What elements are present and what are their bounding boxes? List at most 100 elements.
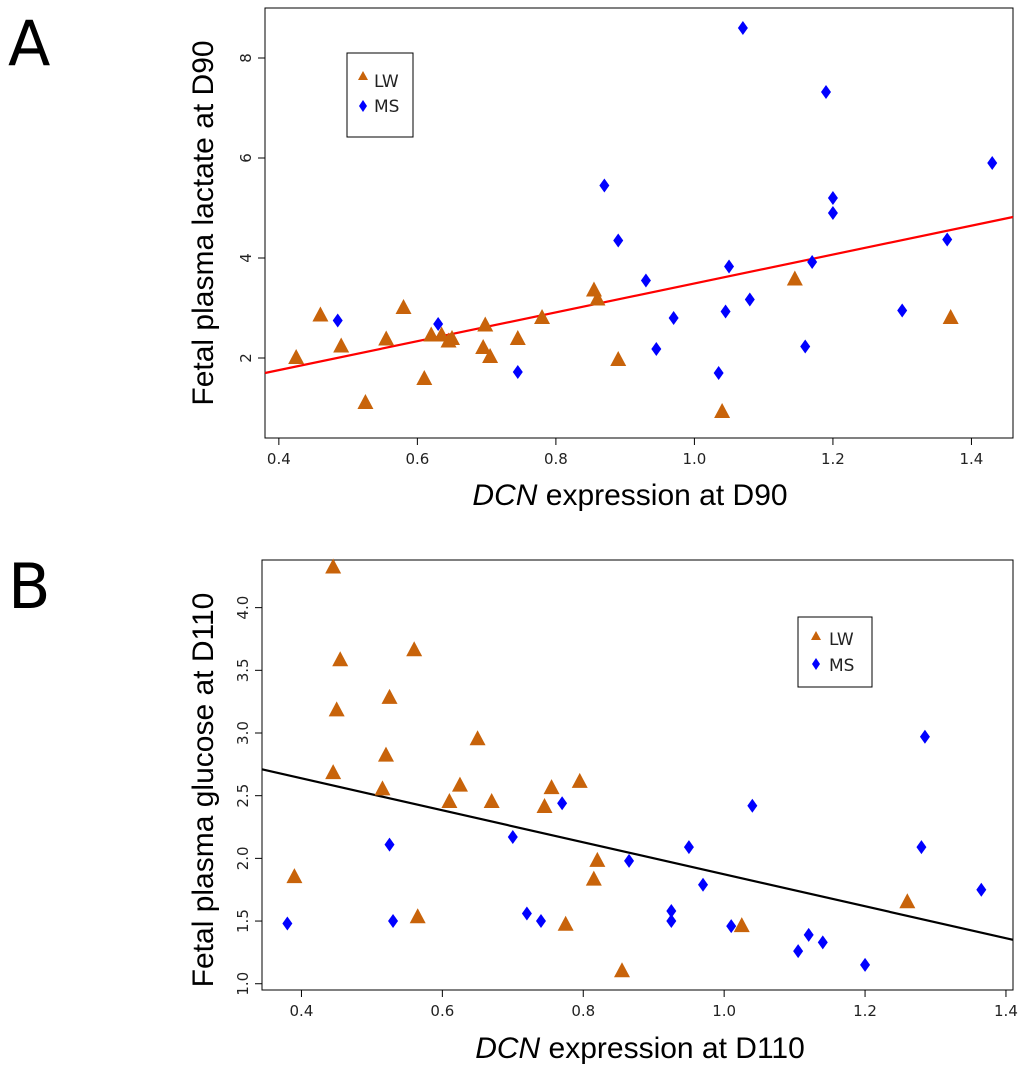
point-lw bbox=[482, 348, 499, 363]
point-lw bbox=[469, 730, 486, 746]
point-ms bbox=[521, 906, 532, 921]
legend-label-lw-b: LW bbox=[829, 630, 854, 650]
point-ms bbox=[698, 877, 709, 892]
chart-a: A 0.4 0.6 0.8 1.0 1.2 1.4 2 4 6 8 LW MS Fetal pla… bbox=[8, 7, 1014, 512]
panel-label-b: B bbox=[8, 550, 51, 623]
point-ms bbox=[827, 191, 838, 205]
x-tick-label: 0.8 bbox=[571, 1002, 595, 1020]
x-axis-label-gene-b: DCN bbox=[475, 1032, 540, 1065]
point-ms bbox=[897, 303, 908, 318]
point-ms bbox=[827, 206, 838, 220]
x-tick-label: 1.0 bbox=[682, 450, 706, 468]
point-ms bbox=[384, 837, 395, 852]
point-lw bbox=[536, 797, 553, 813]
point-ms bbox=[919, 729, 930, 744]
y-tick-label: 3.0 bbox=[234, 721, 252, 745]
panel-label-a: A bbox=[8, 7, 50, 80]
point-ms bbox=[976, 882, 987, 897]
point-ms bbox=[666, 904, 677, 919]
point-lw bbox=[786, 270, 803, 286]
y-tick-label: 2 bbox=[237, 353, 255, 363]
point-ms bbox=[807, 255, 818, 269]
x-tick-label: 1.0 bbox=[712, 1002, 736, 1020]
point-ms bbox=[821, 85, 831, 99]
x-tick-label: 0.4 bbox=[267, 450, 291, 468]
point-lw bbox=[557, 915, 574, 931]
point-ms bbox=[613, 233, 624, 248]
point-lw bbox=[325, 558, 342, 574]
point-lw bbox=[374, 780, 391, 796]
point-lw bbox=[543, 779, 560, 795]
point-lw bbox=[416, 370, 433, 385]
y-tick-label: 8 bbox=[237, 53, 255, 63]
x-axis-label-b: DCN expression at D110 bbox=[475, 1032, 805, 1065]
legend-label-ms-a: MS bbox=[374, 97, 399, 117]
point-ms bbox=[942, 232, 953, 247]
y-tick-label: 2.0 bbox=[234, 846, 252, 870]
legend-marker-ms-a bbox=[359, 100, 367, 112]
point-lw bbox=[328, 701, 345, 717]
x-tick-label: 1.2 bbox=[821, 450, 845, 468]
plot-frame-a bbox=[264, 7, 1014, 439]
x-tick-label: 1.4 bbox=[960, 450, 984, 468]
point-lw bbox=[409, 908, 426, 924]
point-lw bbox=[614, 962, 631, 978]
point-ms bbox=[987, 156, 998, 170]
point-ms bbox=[507, 830, 518, 845]
point-ms bbox=[388, 914, 399, 929]
legend-label-lw-a: LW bbox=[374, 72, 399, 92]
point-lw bbox=[377, 746, 394, 762]
point-ms bbox=[332, 313, 343, 328]
data-points-b bbox=[282, 558, 987, 978]
point-lw bbox=[288, 349, 305, 364]
x-axis-label-rest-a: expression at D90 bbox=[537, 479, 787, 512]
point-ms bbox=[800, 339, 811, 354]
point-ms bbox=[683, 840, 694, 855]
point-ms bbox=[651, 342, 662, 356]
x-axis-label-rest-b: expression at D110 bbox=[540, 1032, 805, 1065]
y-tick-label: 3.5 bbox=[234, 658, 252, 682]
x-tick-label: 0.8 bbox=[544, 450, 568, 468]
regression-line bbox=[261, 768, 1014, 941]
point-lw bbox=[585, 870, 602, 886]
x-tick-label: 1.2 bbox=[853, 1002, 877, 1020]
x-tick-label: 0.6 bbox=[405, 450, 429, 468]
point-lw bbox=[477, 316, 494, 332]
point-ms bbox=[916, 840, 927, 855]
axis-ticks-a: 0.4 0.6 0.8 1.0 1.2 1.4 2 4 6 8 bbox=[237, 53, 983, 468]
point-ms bbox=[817, 935, 828, 950]
point-lw bbox=[333, 337, 350, 353]
point-lw bbox=[423, 326, 440, 342]
y-tick-label: 2.5 bbox=[234, 784, 252, 808]
y-tick-label: 1.0 bbox=[234, 972, 252, 996]
x-axis-label-gene-a: DCN bbox=[472, 479, 537, 512]
point-ms bbox=[713, 366, 724, 380]
plot-frame-b bbox=[261, 559, 1014, 991]
y-tick-label: 4.0 bbox=[234, 596, 252, 620]
point-ms bbox=[599, 178, 610, 193]
x-axis-label-a: DCN expression at D90 bbox=[472, 479, 787, 512]
point-ms bbox=[747, 798, 758, 813]
x-tick-label: 0.4 bbox=[290, 1002, 314, 1020]
point-lw bbox=[585, 281, 602, 297]
legend-marker-lw-b bbox=[811, 631, 821, 640]
point-lw bbox=[942, 309, 959, 324]
point-ms bbox=[726, 919, 737, 934]
y-axis-label-b: Fetal plasma glucose at D110 bbox=[187, 593, 220, 988]
point-lw bbox=[589, 851, 606, 867]
axis-ticks-b: 0.4 0.6 0.8 1.0 1.2 1.4 1.0 1.5 2.0 2.5 3.0 3.5 4.0 bbox=[234, 596, 1018, 1020]
legend-box-b bbox=[797, 616, 873, 688]
point-lw bbox=[534, 309, 551, 324]
point-lw bbox=[899, 893, 916, 909]
point-lw bbox=[357, 394, 374, 409]
y-axis-label-a: Fetal plasma lactate at D90 bbox=[187, 40, 220, 405]
point-lw bbox=[509, 330, 526, 345]
point-lw bbox=[483, 792, 500, 808]
fit-line-b bbox=[261, 768, 1014, 941]
legend-marker-lw-a bbox=[358, 71, 368, 80]
point-ms bbox=[668, 311, 679, 325]
legend-box-a bbox=[346, 52, 414, 138]
y-tick-label: 6 bbox=[237, 153, 255, 163]
point-lw bbox=[589, 290, 606, 306]
legend-marker-ms-b bbox=[812, 658, 820, 670]
